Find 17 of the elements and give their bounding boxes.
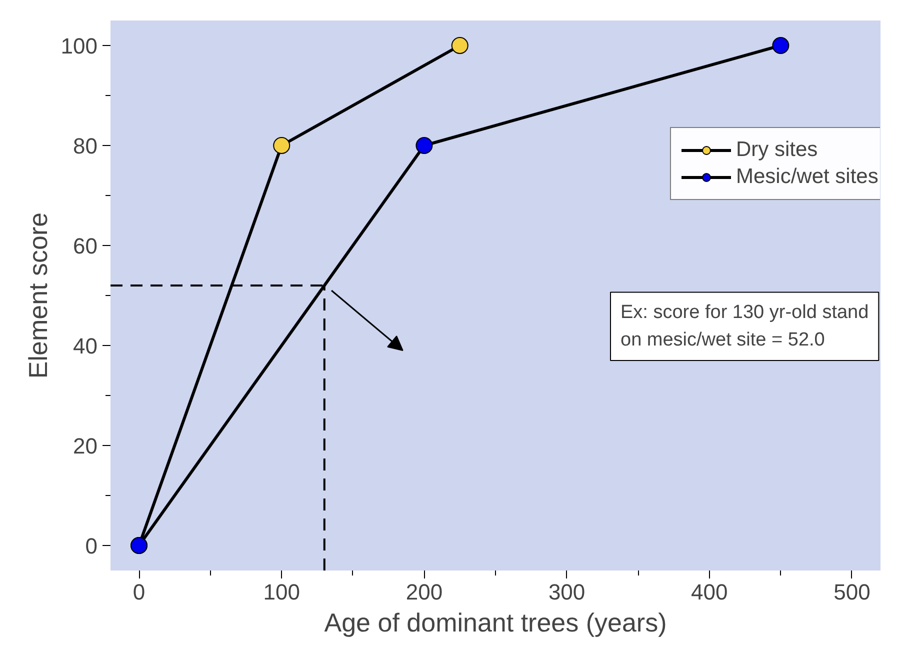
y-tick-label: 100	[60, 34, 98, 58]
annotation: Ex: score for 130 yr-old stand on mesic/wet site = 52.0	[620, 302, 869, 350]
y-tick-label: 40	[73, 334, 98, 358]
x-axis-title: Age of dominant trees (years)	[324, 608, 667, 638]
x-tick-label: 200	[406, 580, 443, 604]
x-tick-label: 400	[691, 580, 728, 604]
y-axis-title: Element score	[22, 212, 53, 379]
y-tick-label: 80	[73, 134, 98, 158]
x-tick-label: 500	[834, 580, 870, 604]
x-tick-label: 300	[548, 580, 586, 604]
y-tick-label: 0	[85, 534, 98, 558]
legend-label: Dry sites	[736, 138, 818, 162]
legend-label: Mesic/wet sites	[736, 165, 878, 189]
x-tick-label: 0	[132, 580, 146, 604]
y-tick-label: 60	[73, 234, 98, 258]
y-tick-label: 20	[73, 434, 98, 458]
x-tick-label: 100	[263, 580, 300, 604]
